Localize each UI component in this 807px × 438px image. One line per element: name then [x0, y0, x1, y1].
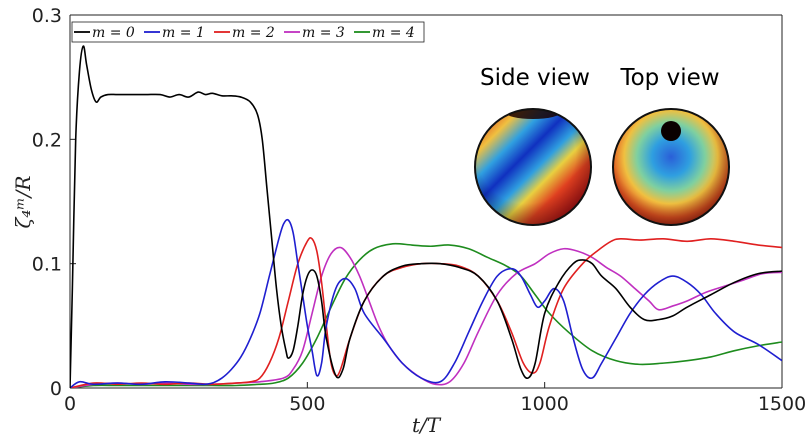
- x-tick-label: 1000: [520, 393, 568, 415]
- series-line-m4: [70, 242, 782, 388]
- x-tick-label: 1500: [758, 393, 806, 415]
- series-line-m0: [70, 45, 782, 388]
- y-tick-label: 0.3: [32, 5, 62, 27]
- x-tick-label: 0: [64, 393, 76, 415]
- y-tick-label: 0.1: [32, 254, 62, 276]
- inset-top-view-title: Top view: [619, 65, 719, 91]
- x-tick-label: 500: [289, 393, 325, 415]
- series-lines: [70, 45, 782, 388]
- top-view-sphere: [613, 109, 729, 225]
- inset-side-view: Side view: [474, 65, 592, 226]
- legend-label: m = 1: [162, 25, 205, 41]
- side-view-sphere: [475, 109, 591, 225]
- inset-side-view-title: Side view: [480, 65, 590, 91]
- legend-label: m = 0: [92, 25, 135, 41]
- y-ticks: 0 0.1 0.2 0.3: [32, 5, 76, 400]
- x-axis-label: t/T: [412, 413, 442, 437]
- y-axis-label: ζ₄ᵐ/R: [11, 176, 35, 229]
- legend-label: m = 3: [302, 25, 345, 41]
- legend-label: m = 4: [372, 25, 415, 41]
- y-tick-label: 0: [50, 378, 62, 400]
- legend-label: m = 2: [232, 25, 275, 41]
- legend: m = 0 m = 1 m = 2 m = 3 m = 4: [71, 21, 425, 43]
- series-line-m2: [70, 236, 782, 388]
- legend-box: [71, 21, 425, 43]
- series-line-m3: [70, 246, 782, 388]
- x-ticks: 0 500 1000 1500: [64, 382, 806, 415]
- inset-top-view: Top view: [612, 65, 730, 226]
- y-tick-label: 0.2: [32, 129, 62, 151]
- axes: [69, 14, 783, 389]
- series-line-m1: [70, 218, 782, 388]
